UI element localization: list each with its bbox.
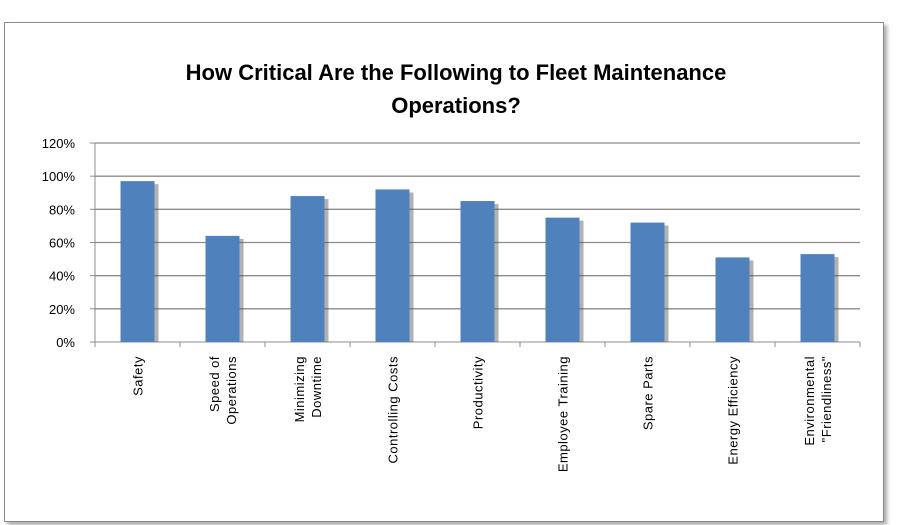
y-tick-label: 0% bbox=[56, 335, 75, 350]
bar bbox=[205, 235, 240, 342]
x-category-label: Downtime bbox=[309, 356, 324, 418]
chart-title: How Critical Are the Following to Fleet … bbox=[0, 56, 912, 122]
x-category-label: Speed of bbox=[207, 356, 222, 412]
y-tick-label: 60% bbox=[49, 236, 75, 251]
x-category-label: "Friendliness" bbox=[819, 356, 834, 442]
chart-title-line-1: How Critical Are the Following to Fleet … bbox=[185, 60, 727, 85]
x-category-label: Minimizing bbox=[292, 356, 307, 422]
bar bbox=[545, 217, 580, 342]
x-category-label: Productivity bbox=[471, 356, 486, 429]
x-category-label: Spare Parts bbox=[641, 356, 656, 430]
y-tick-label: 120% bbox=[42, 136, 76, 151]
bar bbox=[375, 189, 410, 342]
chart-title-line-2: Operations? bbox=[391, 93, 521, 118]
y-tick-label: 100% bbox=[42, 169, 76, 184]
bar bbox=[715, 257, 750, 342]
x-category-label: Employee Training bbox=[556, 356, 571, 472]
x-category-label: Operations bbox=[224, 356, 239, 425]
x-category-label: Controlling Costs bbox=[386, 356, 401, 464]
x-category-label: Environmental bbox=[802, 356, 817, 446]
x-category-label: Safety bbox=[131, 356, 146, 396]
bar bbox=[460, 201, 495, 342]
y-tick-label: 20% bbox=[49, 302, 75, 317]
bar bbox=[630, 222, 665, 342]
bar bbox=[290, 196, 325, 342]
y-tick-label: 40% bbox=[49, 269, 75, 284]
bar bbox=[800, 254, 835, 342]
bar bbox=[120, 181, 155, 342]
x-category-label: Energy Efficiency bbox=[726, 356, 741, 465]
y-tick-label: 80% bbox=[49, 202, 75, 217]
